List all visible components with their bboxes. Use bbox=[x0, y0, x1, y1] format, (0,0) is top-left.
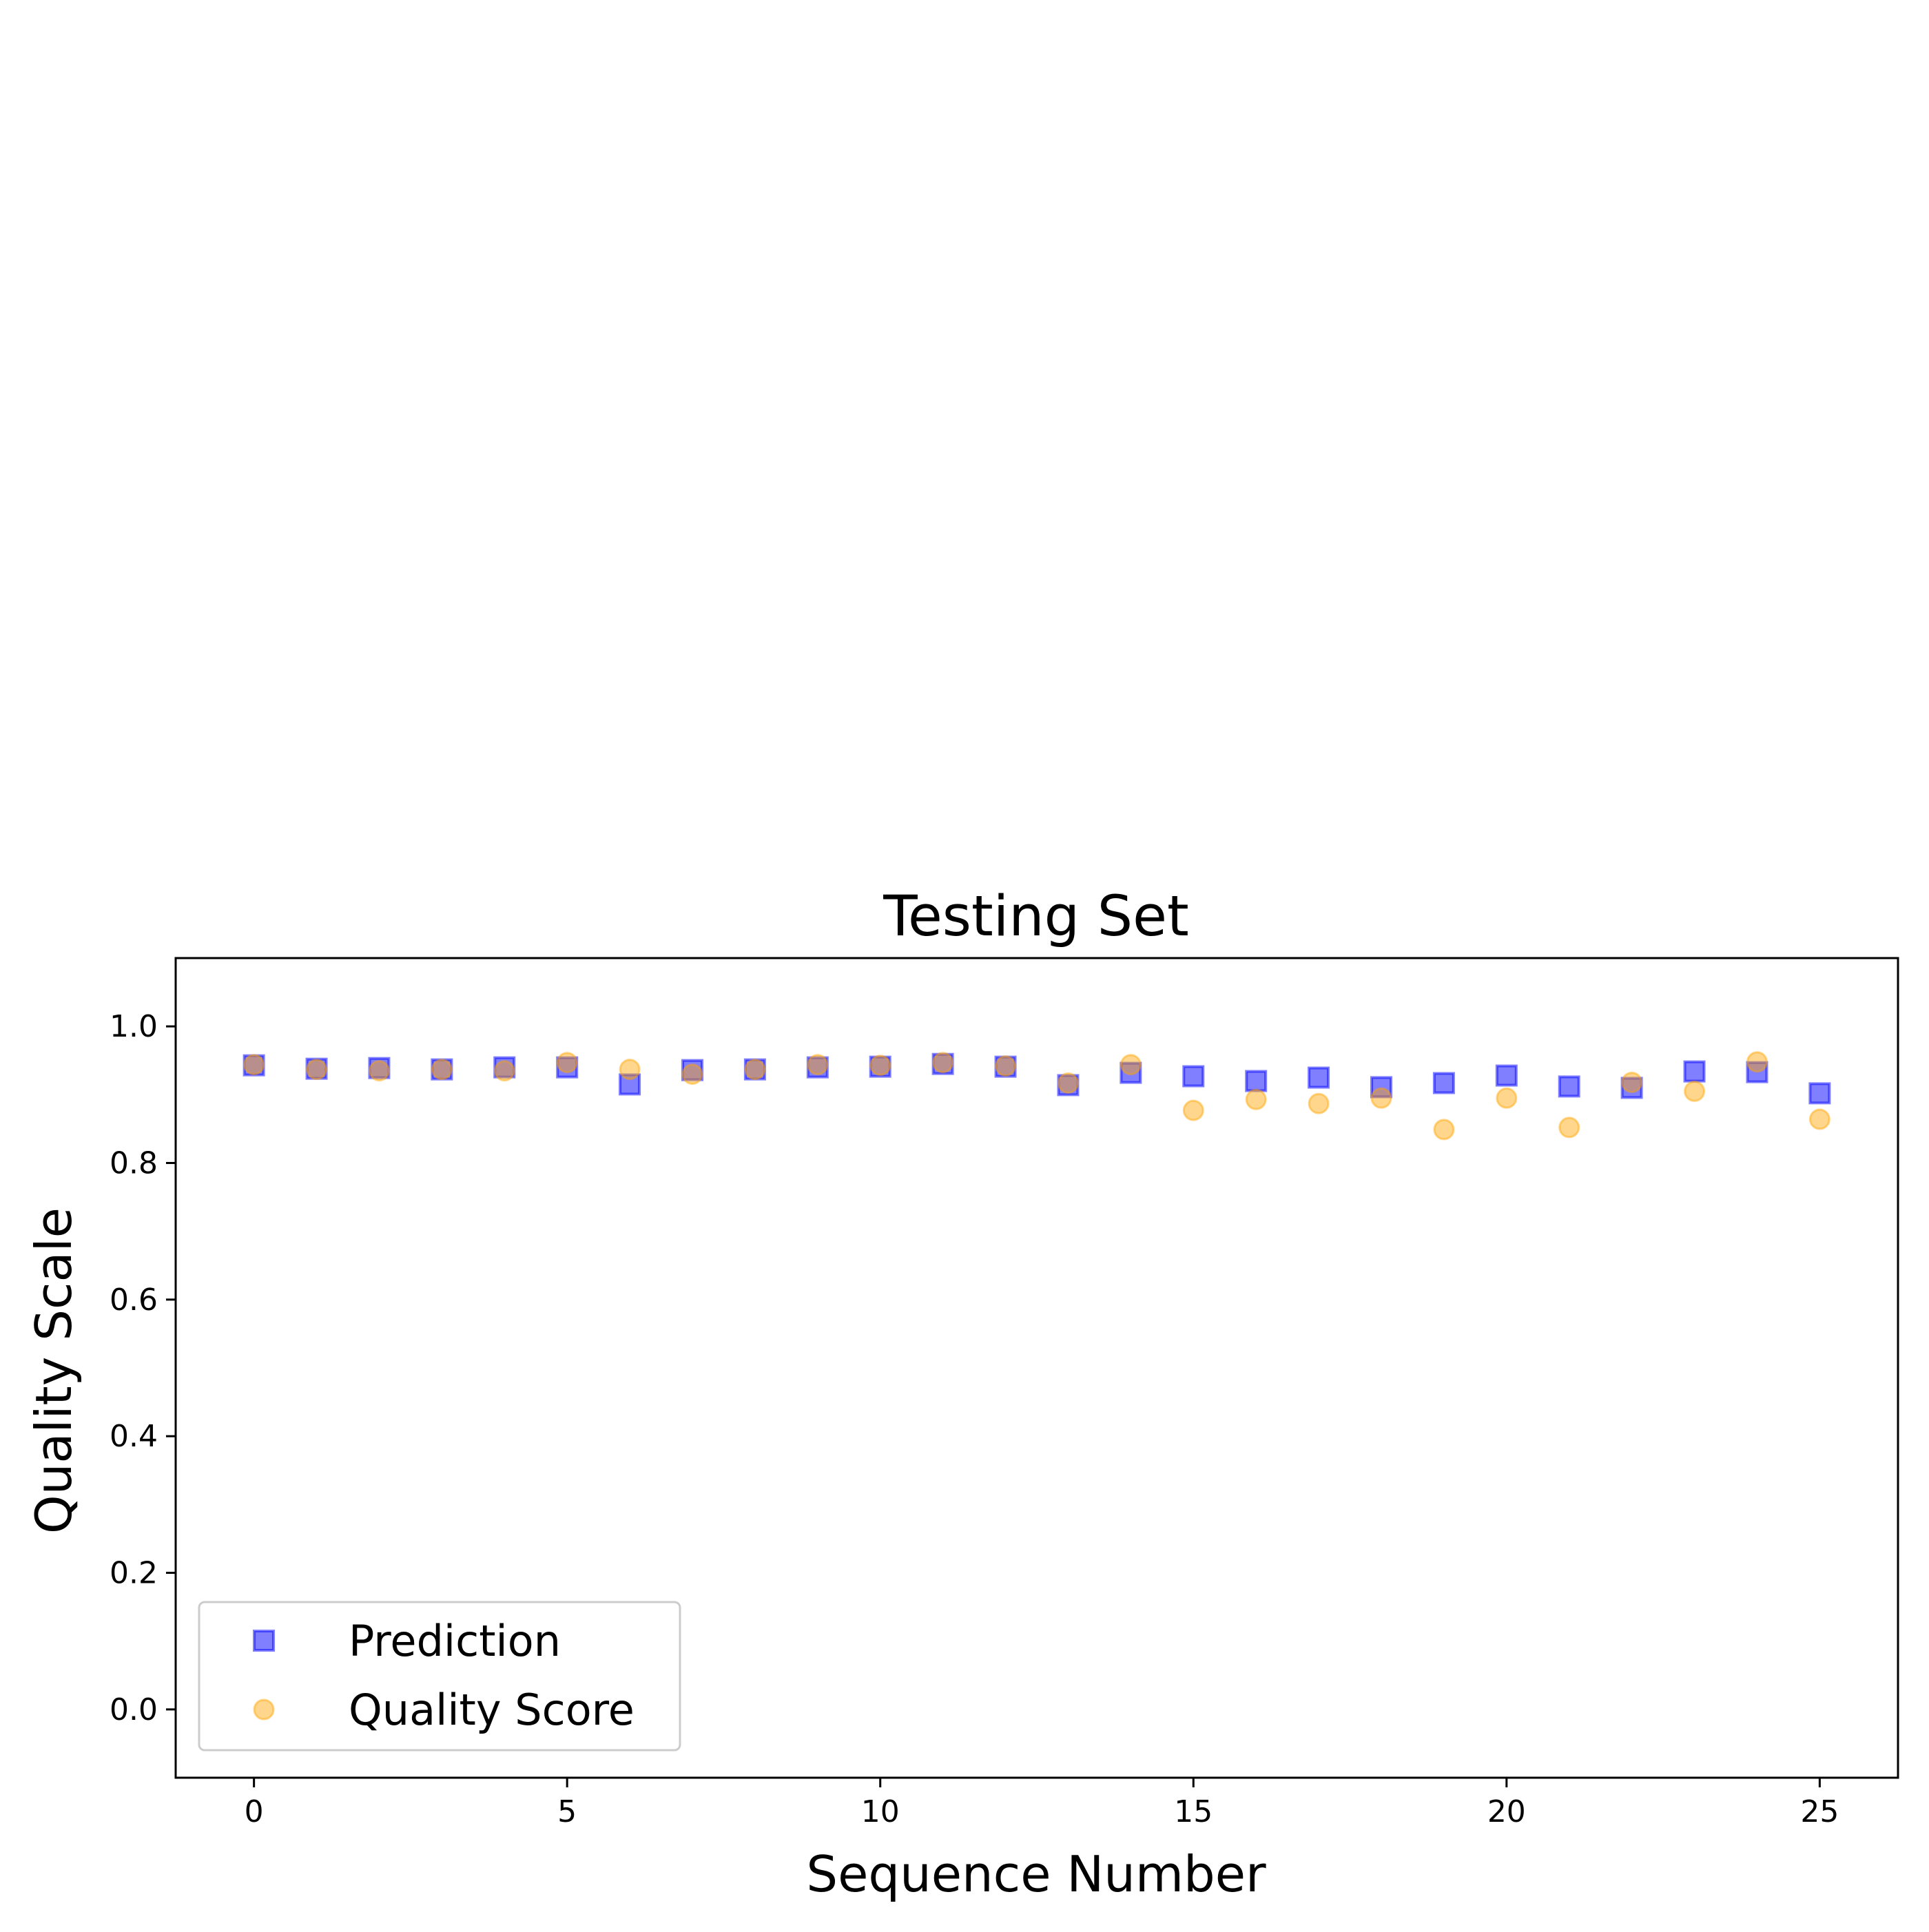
prediction-point bbox=[1558, 1075, 1580, 1098]
quality-score-point bbox=[681, 1063, 703, 1086]
y-tick-label: 0.6 bbox=[110, 1282, 158, 1318]
quality-score-point bbox=[744, 1059, 766, 1081]
y-tick-label: 0.2 bbox=[110, 1556, 158, 1591]
series-quality-score bbox=[243, 1051, 1830, 1141]
y-tick-label: 1.0 bbox=[110, 1009, 158, 1044]
quality-score-point bbox=[1496, 1087, 1518, 1109]
x-axis-label: Sequence Number bbox=[806, 1845, 1266, 1903]
quality-score-point bbox=[1808, 1108, 1830, 1130]
prediction-point bbox=[1057, 1074, 1080, 1097]
x-tick-label: 20 bbox=[1487, 1794, 1526, 1829]
y-axis-label: Quality Scale bbox=[25, 1207, 83, 1534]
prediction-point bbox=[619, 1073, 641, 1096]
prediction-point bbox=[1308, 1066, 1330, 1089]
prediction-point bbox=[493, 1056, 516, 1079]
x-tick-label: 5 bbox=[557, 1794, 577, 1829]
data-series bbox=[243, 1051, 1831, 1141]
prediction-point bbox=[1245, 1070, 1268, 1092]
x-axis-ticks: 0 5 10 15 20 25 bbox=[245, 1778, 1839, 1829]
quality-score-point bbox=[1245, 1088, 1267, 1110]
quality-score-point bbox=[1057, 1072, 1079, 1094]
prediction-point bbox=[431, 1058, 453, 1081]
legend-label: Prediction bbox=[349, 1616, 561, 1666]
x-tick-label: 0 bbox=[245, 1794, 264, 1829]
prediction-point bbox=[305, 1057, 328, 1080]
y-tick-label: 0.8 bbox=[110, 1146, 158, 1181]
quality-score-point bbox=[1370, 1087, 1392, 1109]
quality-score-point bbox=[243, 1054, 265, 1076]
x-tick-label: 25 bbox=[1800, 1794, 1839, 1829]
prediction-point bbox=[743, 1058, 766, 1081]
legend-marker-square bbox=[253, 1630, 275, 1652]
x-tick-label: 15 bbox=[1174, 1794, 1213, 1829]
quality-score-point bbox=[869, 1055, 891, 1077]
y-tick-label: 0.4 bbox=[110, 1419, 158, 1454]
legend-box bbox=[198, 1601, 681, 1752]
prediction-point bbox=[243, 1054, 265, 1077]
quality-score-point bbox=[1433, 1119, 1455, 1141]
legend: Prediction Quality Score bbox=[198, 1601, 681, 1752]
prediction-point bbox=[368, 1057, 391, 1079]
quality-score-point bbox=[306, 1059, 328, 1081]
prediction-point bbox=[869, 1055, 891, 1078]
quality-score-point bbox=[1182, 1099, 1204, 1121]
quality-score-point bbox=[1558, 1116, 1580, 1139]
quality-score-point bbox=[1120, 1054, 1142, 1076]
legend-item: Prediction bbox=[253, 1616, 561, 1666]
legend-item: Quality Score bbox=[253, 1685, 635, 1735]
quality-score-point bbox=[1746, 1051, 1768, 1073]
prediction-point bbox=[1432, 1072, 1455, 1094]
quality-score-point bbox=[431, 1059, 453, 1081]
quality-score-point bbox=[556, 1052, 578, 1074]
quality-score-point bbox=[493, 1060, 515, 1082]
prediction-point bbox=[1120, 1061, 1142, 1084]
prediction-point bbox=[1620, 1077, 1643, 1099]
prediction-point bbox=[1370, 1076, 1392, 1099]
quality-score-point bbox=[1684, 1080, 1706, 1102]
quality-score-point bbox=[807, 1054, 829, 1076]
prediction-point bbox=[1495, 1064, 1518, 1087]
prediction-point bbox=[1182, 1065, 1205, 1088]
prediction-point bbox=[1683, 1060, 1706, 1083]
quality-score-point bbox=[619, 1059, 641, 1081]
chart-title: Testing Set bbox=[883, 884, 1189, 949]
prediction-point bbox=[681, 1059, 703, 1081]
prediction-point bbox=[994, 1055, 1017, 1078]
quality-score-point bbox=[1308, 1092, 1330, 1114]
x-tick-label: 10 bbox=[861, 1794, 900, 1829]
quality-score-point bbox=[932, 1052, 954, 1074]
prediction-point bbox=[556, 1056, 579, 1079]
quality-score-point bbox=[368, 1060, 390, 1082]
quality-score-point bbox=[995, 1055, 1017, 1077]
legend-marker-circle bbox=[253, 1699, 275, 1721]
legend-label: Quality Score bbox=[349, 1685, 635, 1735]
plot-area-frame bbox=[174, 957, 1899, 1779]
y-tick-label: 0.0 bbox=[110, 1692, 158, 1727]
prediction-point bbox=[931, 1052, 954, 1075]
quality-score-point bbox=[1621, 1071, 1643, 1093]
prediction-point bbox=[1746, 1061, 1768, 1083]
y-axis-ticks: 0.0 0.2 0.4 0.6 0.8 1.0 bbox=[110, 1009, 176, 1727]
prediction-point bbox=[806, 1056, 829, 1079]
series-prediction bbox=[243, 1052, 1831, 1105]
prediction-point bbox=[1808, 1082, 1831, 1105]
